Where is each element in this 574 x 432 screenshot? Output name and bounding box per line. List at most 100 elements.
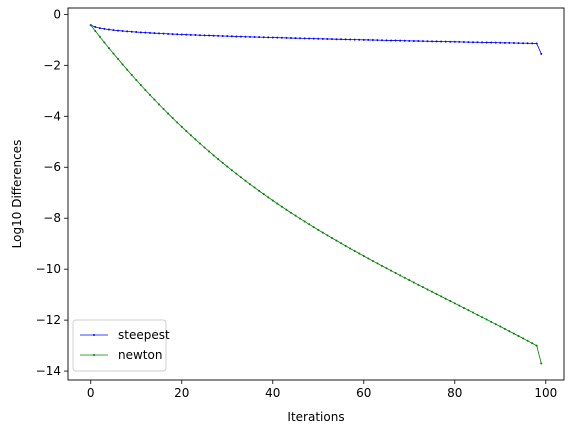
y-tick-label: −8: [43, 211, 61, 225]
y-axis: 0 −2 −4 −6 −8 −10 −12 −14: [36, 7, 68, 378]
data-point-steepest: [330, 38, 333, 41]
data-point-steepest: [326, 37, 329, 40]
y-tick-label: −12: [36, 313, 61, 327]
data-point-steepest: [440, 40, 443, 43]
data-point-newton: [171, 117, 174, 120]
data-point-newton: [230, 169, 233, 172]
data-point-newton: [358, 252, 361, 255]
data-point-newton: [249, 183, 252, 186]
data-point-newton: [349, 247, 352, 250]
data-point-newton: [158, 103, 161, 106]
data-point-steepest: [112, 29, 115, 32]
data-point-newton: [380, 264, 383, 267]
data-point-newton: [367, 257, 370, 260]
data-point-steepest: [303, 37, 306, 40]
data-point-steepest: [408, 39, 411, 42]
data-point-newton: [189, 134, 192, 137]
data-point-newton: [481, 316, 484, 319]
y-tick-label: −10: [36, 262, 61, 276]
data-point-steepest: [158, 32, 161, 35]
data-point-newton: [330, 237, 333, 239]
data-point-steepest: [535, 42, 538, 45]
data-point-newton: [289, 211, 292, 214]
data-point-newton: [280, 205, 283, 208]
data-point-newton: [449, 300, 452, 303]
data-point-steepest: [335, 38, 338, 41]
x-axis-label: Iterations: [287, 410, 344, 424]
data-point-newton: [180, 125, 183, 128]
data-point-steepest: [421, 40, 424, 43]
data-point-steepest: [485, 41, 488, 44]
data-point-steepest: [503, 41, 506, 44]
data-point-newton: [340, 242, 343, 245]
x-axis: 0 20 40 60 80 100: [87, 380, 557, 400]
data-point-newton: [198, 142, 201, 145]
data-point-newton: [385, 267, 388, 270]
data-point-steepest: [258, 36, 261, 39]
data-point-steepest: [367, 38, 370, 41]
data-point-steepest: [494, 41, 497, 44]
plot-border: [67, 7, 565, 381]
data-point-newton: [312, 226, 315, 229]
data-point-newton: [499, 325, 502, 328]
y-tick-label: −4: [43, 109, 61, 123]
data-point-newton: [294, 214, 297, 217]
data-point-steepest: [299, 37, 302, 40]
data-point-steepest: [499, 41, 502, 44]
data-point-newton: [167, 112, 170, 115]
data-point-newton: [271, 199, 274, 202]
data-point-steepest: [221, 35, 224, 37]
data-point-newton: [444, 297, 447, 300]
data-point-steepest: [294, 37, 297, 40]
data-point-newton: [226, 165, 229, 168]
legend-marker-steepest: [93, 334, 95, 336]
data-point-steepest: [135, 31, 138, 34]
data-point-steepest: [317, 37, 320, 40]
data-point-newton: [262, 193, 265, 196]
data-point-newton: [103, 41, 106, 44]
data-point-steepest: [230, 35, 233, 38]
data-point-steepest: [380, 39, 383, 42]
data-point-newton: [371, 259, 374, 262]
data-point-steepest: [217, 34, 220, 37]
data-point-steepest: [130, 30, 133, 33]
data-point-newton: [244, 179, 247, 182]
data-point-newton: [194, 138, 197, 141]
data-point-newton: [421, 286, 424, 289]
data-point-newton: [98, 35, 101, 38]
y-tick-label: −14: [36, 364, 61, 378]
series-layer: [89, 24, 543, 365]
data-point-newton: [412, 281, 415, 284]
data-point-steepest: [126, 30, 129, 33]
data-point-newton: [185, 130, 188, 133]
plot-frame: [68, 8, 564, 380]
data-point-newton: [212, 154, 215, 157]
data-point-newton: [267, 196, 270, 199]
data-point-newton: [112, 52, 115, 55]
data-point-newton: [431, 290, 434, 293]
data-point-newton: [299, 217, 302, 220]
data-point-newton: [176, 121, 179, 124]
data-point-steepest: [526, 42, 529, 45]
data-point-newton: [476, 313, 479, 316]
data-point-steepest: [176, 33, 179, 36]
data-point-steepest: [180, 33, 183, 36]
data-point-newton: [522, 337, 525, 340]
data-point-newton: [144, 88, 147, 91]
data-point-steepest: [121, 29, 124, 32]
data-point-steepest: [371, 39, 374, 42]
data-point-steepest: [249, 35, 252, 38]
data-point-steepest: [490, 41, 493, 44]
data-point-steepest: [412, 39, 415, 42]
data-point-newton: [208, 150, 211, 153]
data-point-steepest: [531, 42, 534, 45]
data-point-steepest: [139, 31, 142, 34]
data-point-steepest: [308, 37, 311, 40]
data-point-newton: [453, 302, 456, 305]
data-point-steepest: [517, 42, 520, 45]
data-point-steepest: [431, 40, 434, 43]
data-point-newton: [467, 309, 470, 312]
data-point-steepest: [289, 37, 292, 40]
data-point-newton: [376, 262, 379, 265]
data-point-steepest: [276, 36, 279, 39]
